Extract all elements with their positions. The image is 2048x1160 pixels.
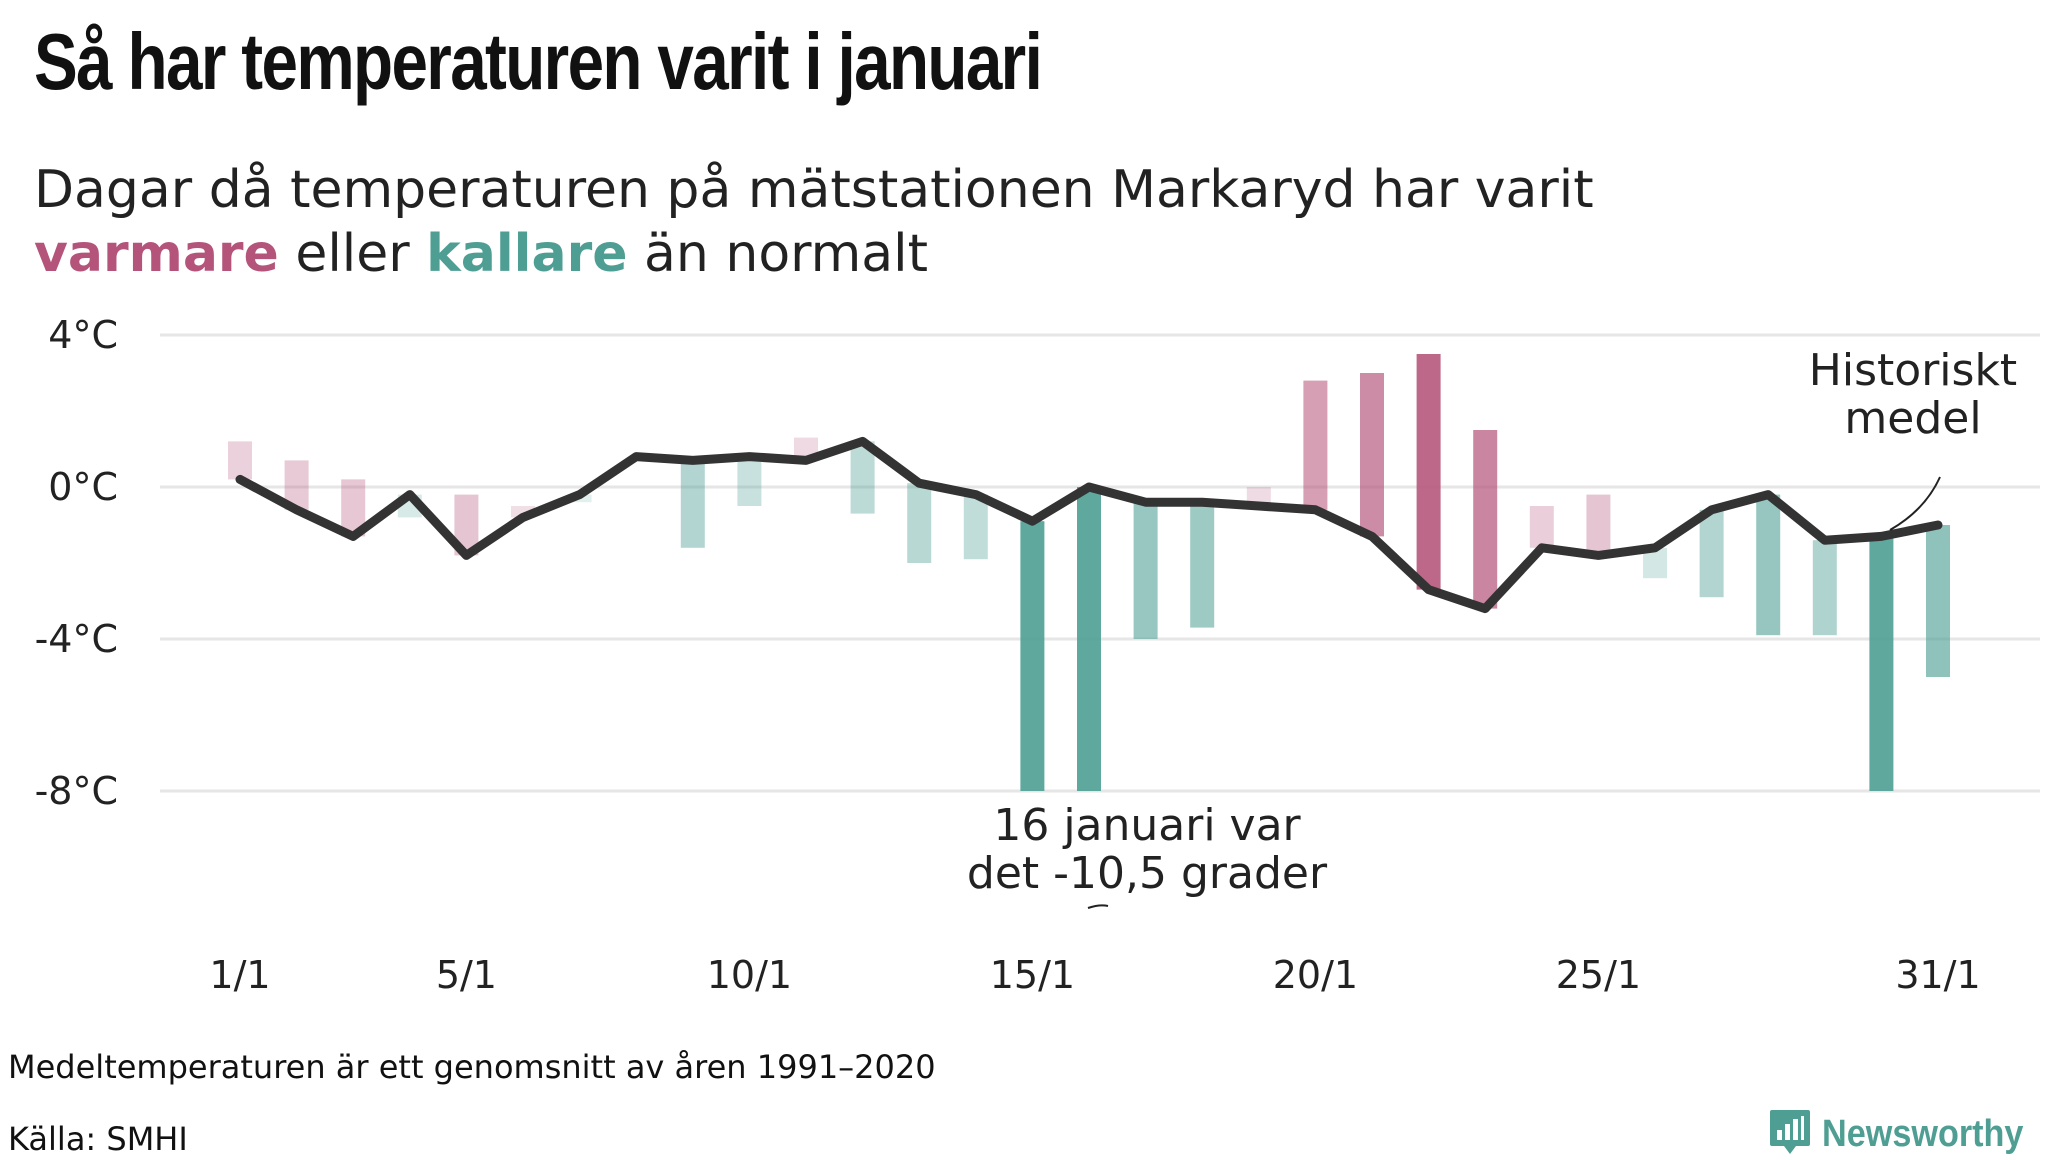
temperature-bar (228, 441, 252, 480)
annotation-cold-day-text: 16 januari var (993, 800, 1301, 851)
y-tick-label: 0°C (48, 465, 118, 509)
footnote: Medeltemperaturen är ett genomsnitt av å… (8, 1048, 936, 1086)
x-tick-label: 5/1 (436, 953, 497, 997)
legend-cold-word: kallare (426, 224, 628, 284)
temperature-bar (1416, 354, 1441, 590)
x-tick-label: 15/1 (990, 953, 1075, 997)
subtitle-end: än normalt (644, 224, 928, 284)
temperature-bar (1077, 487, 1101, 791)
subtitle-line-2: varmare eller kallare än normalt (34, 222, 1594, 286)
temperature-bar (963, 494, 988, 560)
temperature-bar (1190, 502, 1215, 628)
temperature-bar (680, 460, 705, 548)
temperature-bar (737, 456, 762, 506)
chart-title: Så har temperaturen varit i januari (34, 17, 1043, 106)
temperature-bar (1699, 509, 1724, 598)
bars (228, 354, 1950, 791)
temperature-bar (1473, 430, 1498, 609)
temperature-bar (1926, 525, 1950, 677)
annotation-background (940, 793, 1350, 903)
bar-chart-pin-icon (1770, 1110, 1810, 1154)
chart-subtitle: Dagar då temperaturen på mätstationen Ma… (34, 158, 1594, 286)
annotation-mean-text: Historiskt (1809, 345, 2017, 396)
y-tick-label: 4°C (48, 313, 118, 357)
y-axis-labels: 4°C 0°C -4°C -8°C (35, 313, 118, 813)
annotation-mean-pointer (1889, 476, 1941, 531)
x-tick-label: 25/1 (1556, 953, 1641, 997)
x-axis-labels: 1/1 5/1 10/1 15/1 20/1 25/1 31/1 (209, 953, 1980, 997)
temperature-bar (1756, 494, 1781, 636)
temperature-bar (1869, 536, 1894, 791)
historical-mean-line (235, 436, 1943, 614)
temperature-bar (1529, 506, 1554, 548)
annotation-pointer (1087, 904, 1109, 909)
legend-warm-word: varmare (34, 224, 279, 284)
y-tick-label: -4°C (35, 617, 118, 661)
subtitle-line-1: Dagar då temperaturen på mätstationen Ma… (34, 160, 1594, 220)
source-note: Källa: SMHI (8, 1120, 188, 1158)
temperature-bar (907, 483, 932, 563)
temperature-bar (1020, 521, 1045, 791)
subtitle-middle: eller (295, 224, 410, 284)
y-tick-label: -8°C (35, 769, 118, 813)
temperature-bar (1133, 502, 1158, 639)
x-tick-label: 10/1 (707, 953, 792, 997)
annotation-mean-text: medel (1844, 393, 1981, 444)
temperature-bar (1303, 380, 1328, 510)
x-tick-label: 31/1 (1895, 953, 1980, 997)
temperature-bar (1812, 540, 1837, 636)
temperature-bar (511, 506, 535, 518)
newsworthy-logo: Newsworthy (1768, 1108, 2046, 1160)
temperature-bar (850, 441, 875, 514)
x-tick-label: 20/1 (1273, 953, 1358, 997)
logo-text: Newsworthy (1822, 1112, 2024, 1155)
temperature-bar (1360, 373, 1384, 537)
x-tick-label: 1/1 (209, 953, 270, 997)
temperature-bar (1586, 494, 1611, 556)
historical-mean-series (235, 436, 1943, 614)
annotation-cold-day-text: det -10,5 grader (967, 848, 1328, 899)
